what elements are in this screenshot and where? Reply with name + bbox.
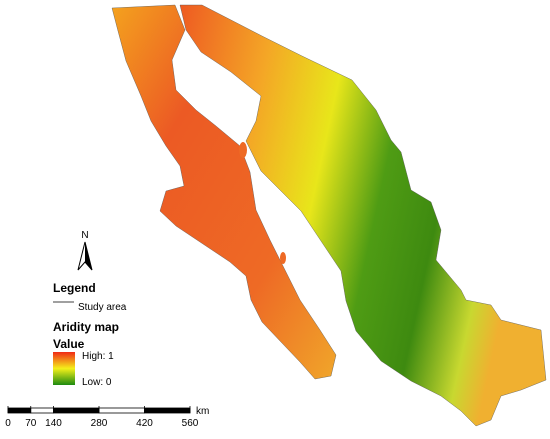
mainland (179, 4, 547, 427)
scale-label: 0 (5, 418, 11, 429)
legend-layer: Aridity map (53, 320, 119, 334)
legend-field: Value (53, 337, 85, 351)
peninsula (111, 4, 337, 380)
scale-label: 140 (45, 418, 62, 429)
legend-label: Study area (78, 302, 127, 313)
scale-bar: 0 70 140 280 420 560 (5, 406, 199, 429)
scale-unit: km (196, 406, 209, 417)
scale-segment (30, 407, 54, 414)
scale-segment (144, 407, 191, 414)
scale-label: 420 (136, 418, 153, 429)
island (280, 252, 286, 264)
scale-label: 280 (91, 418, 108, 429)
north-label: N (81, 230, 88, 241)
legend-high: High: 1 (82, 351, 114, 362)
scale-segment (53, 407, 100, 414)
scale-segment (98, 407, 145, 414)
legend-low: Low: 0 (82, 377, 112, 388)
legend-title: Legend (53, 281, 96, 295)
north-arrow: N (77, 230, 93, 271)
island (239, 142, 247, 158)
scale-label: 70 (25, 418, 37, 429)
scale-segment (7, 407, 32, 414)
scale-label: 560 (182, 418, 199, 429)
color-ramp (53, 352, 75, 385)
